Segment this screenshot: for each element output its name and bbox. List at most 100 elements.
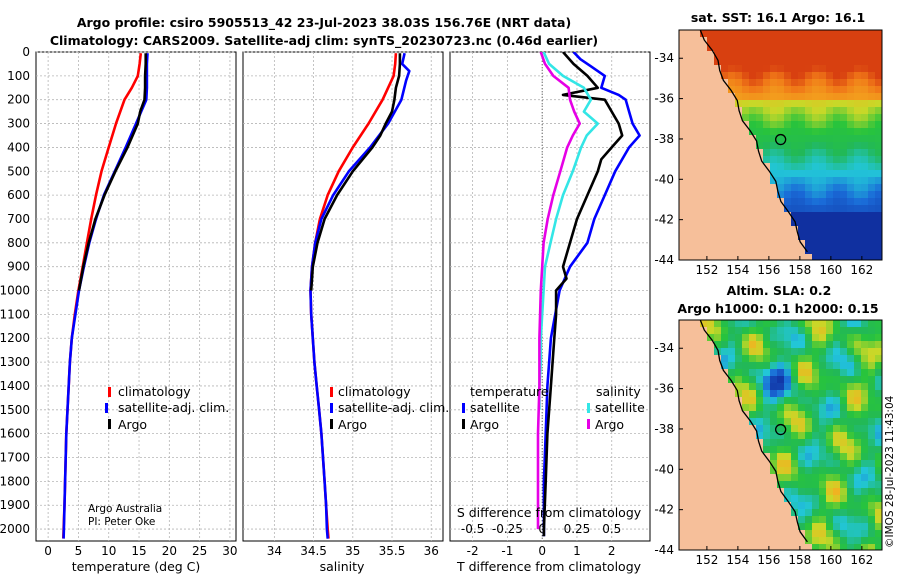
- map-cell: [791, 397, 799, 405]
- map-cell: [875, 348, 882, 356]
- map-cell: [749, 212, 757, 220]
- map-cell: [819, 121, 827, 129]
- map-cell: [728, 121, 736, 129]
- map-cell: [707, 432, 715, 440]
- map-cell: [805, 219, 813, 227]
- map-cell: [812, 163, 820, 171]
- map-cell: [847, 439, 855, 447]
- map-cell: [861, 65, 869, 73]
- map-cell: [784, 488, 792, 496]
- map-cell: [840, 467, 848, 475]
- map-cell: [721, 163, 729, 171]
- map-cell: [861, 327, 869, 335]
- map-cell: [826, 474, 834, 482]
- map-cell: [819, 432, 827, 440]
- map-cell: [700, 544, 708, 550]
- map-cell: [686, 404, 694, 412]
- map-cell: [763, 341, 771, 349]
- map-cell: [686, 163, 694, 171]
- map-cell: [854, 523, 862, 531]
- map-cell: [763, 72, 771, 80]
- map-cell: [728, 320, 736, 328]
- map-cell: [784, 467, 792, 475]
- map-cell: [791, 320, 799, 328]
- map-cell: [714, 247, 722, 255]
- legend-swatch-climatology: [108, 387, 111, 397]
- map-cell: [735, 233, 743, 241]
- map-cell: [868, 467, 876, 475]
- map-cell: [819, 177, 827, 185]
- map-cell: [728, 369, 736, 377]
- map-cell: [861, 495, 869, 503]
- map-cell: [875, 240, 882, 248]
- map-cell: [847, 254, 855, 260]
- map-cell: [770, 198, 778, 206]
- map-cell: [700, 355, 708, 363]
- map-cell: [749, 184, 757, 192]
- map-cell: [805, 467, 813, 475]
- series-line-salinity-satellite: [538, 52, 600, 410]
- map-cell: [693, 397, 701, 405]
- map-cell: [805, 128, 813, 136]
- map-cell: [693, 247, 701, 255]
- map-cell: [805, 100, 813, 108]
- map-cell: [798, 198, 806, 206]
- map-cell: [728, 58, 736, 66]
- map-cell: [707, 156, 715, 164]
- map-cell: [700, 163, 708, 171]
- series-line-argo: [77, 53, 147, 291]
- map-cell: [833, 205, 841, 213]
- map-cell: [847, 107, 855, 115]
- map-cell: [854, 362, 862, 370]
- map-cell: [861, 439, 869, 447]
- map-cell: [679, 233, 687, 241]
- map-cell: [854, 383, 862, 391]
- map-cell: [707, 411, 715, 419]
- map-cell: [686, 523, 694, 531]
- map-cell: [742, 65, 750, 73]
- map-cell: [875, 135, 882, 143]
- map-cell: [819, 446, 827, 454]
- map-cell: [798, 135, 806, 143]
- map-cell: [707, 100, 715, 108]
- map-cell: [679, 537, 687, 545]
- map-cell: [679, 107, 687, 115]
- map-cell: [826, 411, 834, 419]
- map-cell: [847, 404, 855, 412]
- map-cell: [763, 37, 771, 45]
- map-cell: [679, 488, 687, 496]
- map-cell: [763, 114, 771, 122]
- map-cell: [693, 523, 701, 531]
- map-cell: [819, 219, 827, 227]
- x-tick-label: 34.5: [300, 544, 327, 558]
- map-cell: [763, 156, 771, 164]
- map-cell: [833, 44, 841, 52]
- map-cell: [833, 128, 841, 136]
- map-cell: [798, 226, 806, 234]
- map-cell: [756, 177, 764, 185]
- map-cell: [742, 376, 750, 384]
- map-cell: [721, 170, 729, 178]
- map-cell: [812, 86, 820, 94]
- map-cell: [742, 72, 750, 80]
- map-cell: [721, 362, 729, 370]
- map-cell: [854, 446, 862, 454]
- map-cell: [742, 320, 750, 328]
- map-cell: [861, 509, 869, 517]
- map-cell: [686, 72, 694, 80]
- map-cell: [798, 212, 806, 220]
- map-cell: [707, 341, 715, 349]
- map-cell: [840, 453, 848, 461]
- map-cell: [700, 142, 708, 150]
- map-cell: [686, 212, 694, 220]
- map-cell: [868, 383, 876, 391]
- map-cell: [707, 418, 715, 426]
- map-cell: [700, 37, 708, 45]
- map-cell: [833, 537, 841, 545]
- map-cell: [875, 79, 882, 87]
- map-cell: [798, 163, 806, 171]
- map-cell: [833, 502, 841, 510]
- map-cell: [735, 37, 743, 45]
- map-cell: [854, 355, 862, 363]
- map-cell: [721, 226, 729, 234]
